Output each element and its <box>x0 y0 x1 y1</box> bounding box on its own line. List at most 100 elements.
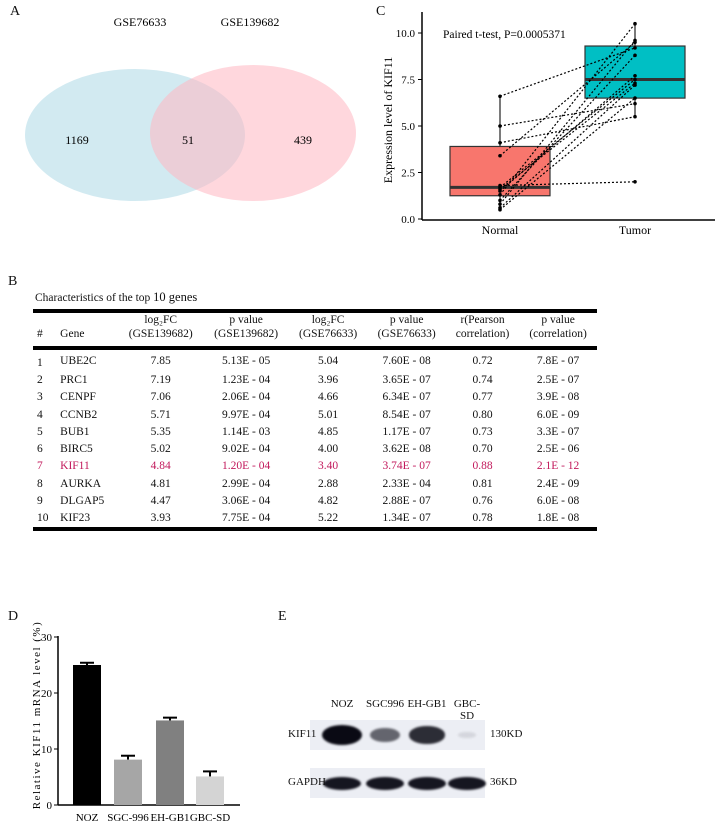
table-cell: 2.4E - 09 <box>536 477 580 490</box>
bar-xtick-label: EH-GB1 <box>150 812 189 824</box>
column-header: p value (GSE76633) <box>367 313 446 348</box>
lane-label: SGC996 <box>366 698 404 710</box>
blot-row-label: GAPDH <box>288 776 326 788</box>
box-annotation: Paired t-test, P=0.0005371 <box>443 29 566 41</box>
blot-band <box>409 726 445 744</box>
paired-point-tumor <box>633 21 637 26</box>
bar-ytick-label: 30 <box>41 632 53 644</box>
table-cell: 2.06E - 04 <box>222 391 271 404</box>
table-cell: 7.75E - 04 <box>222 512 271 525</box>
caption-count: 10 genes <box>153 290 198 304</box>
bar-gbc-sd <box>196 776 224 805</box>
caption-text: Characteristics of the top <box>35 292 151 304</box>
table-cell: 4.66 <box>318 391 339 404</box>
header-line-2: (GSE139682) <box>214 328 279 340</box>
table-cell: 3.06E - 04 <box>222 495 271 508</box>
paired-point-normal <box>498 198 502 203</box>
blot-band <box>448 776 486 790</box>
table-cell: 0.74 <box>472 373 493 386</box>
table-cell: 7.85 <box>150 354 171 367</box>
table-cell: 0.73 <box>472 425 493 438</box>
table-cell: 5.02 <box>150 443 171 456</box>
table-cell: 8.54E - 07 <box>382 408 431 421</box>
paired-point-normal <box>498 207 502 212</box>
venn-set-gse139682 <box>150 65 356 201</box>
header-line-2: (GSE139682) <box>128 328 193 340</box>
table-cell: 1 <box>37 356 43 369</box>
blot-band <box>458 731 476 739</box>
blot-band <box>323 776 361 790</box>
paired-point-normal <box>498 140 502 145</box>
venn-count-only-b: 439 <box>294 133 312 147</box>
table-cell: 9.97E - 04 <box>222 408 271 421</box>
table-cell: 1.8E - 08 <box>536 512 580 525</box>
bar-chart: Relative KIF11 mRNA level (%) 0 10 20 30 NOZ… <box>31 621 240 824</box>
table-cell: 2.99E - 04 <box>222 477 271 490</box>
header-line-1: p value <box>389 314 424 326</box>
table-row: 4 CCNB2 5.71 9.97E - 04 5.01 8.54E - 07 0.80 6.… <box>33 406 597 423</box>
venn-diagram: GSE76633 GSE139682 1169 51 439 <box>25 15 356 201</box>
table-cell: CENPF <box>60 391 96 404</box>
table-cell: 3.62E - 08 <box>382 443 431 456</box>
paired-point-normal <box>498 94 502 99</box>
box-ylabel: Expression level of KIF11 <box>381 57 395 184</box>
blot-band <box>408 776 446 790</box>
table-row: 1 UBE2C 7.85 5.13E - 05 5.04 7.60E - 08 0.72 7.… <box>33 348 597 371</box>
panel-label-d: D <box>8 609 19 624</box>
table-cell: 0.78 <box>472 512 493 525</box>
table-cell: 2.33E - 04 <box>382 477 431 490</box>
blot-membrane-kif11 <box>310 720 485 750</box>
paired-point-tumor <box>633 73 637 78</box>
column-header: log₂FC (GSE76633) <box>289 313 368 348</box>
column-header: log₂FC (GSE139682) <box>118 313 203 348</box>
table-header-row: # Gene log₂FC (GSE139682) p value (GSE139682)… <box>33 313 597 348</box>
blot-membrane-gapdh <box>310 768 486 798</box>
paired-point-tumor <box>633 180 637 184</box>
paired-line <box>499 97 636 211</box>
table-cell: 7.60E - 08 <box>382 354 431 367</box>
bar-ytick-label: 10 <box>41 744 53 756</box>
bar-ytick-label: 0 <box>47 800 53 812</box>
panel-label-e: E <box>278 609 287 624</box>
table-cell: 1.14E - 03 <box>222 425 271 438</box>
paired-line <box>499 41 636 157</box>
header-line-1: Gene <box>60 328 85 340</box>
header-line-2: (correlation) <box>529 328 587 340</box>
table-cell: 5.13E - 05 <box>222 354 271 367</box>
table-cell: 0.76 <box>472 495 493 508</box>
table-cell: 3 <box>37 391 43 404</box>
paired-point-tumor <box>633 38 637 43</box>
header-line-2: (GSE76633) <box>377 328 436 340</box>
bar-xtick-label: GBC-SD <box>190 812 230 824</box>
paired-line <box>499 116 636 144</box>
table-cell: 6.0E - 08 <box>536 495 580 508</box>
column-header: # <box>33 313 56 348</box>
paired-line <box>499 79 636 188</box>
header-line-2: (GSE76633) <box>299 328 358 340</box>
table-cell: 4 <box>37 408 43 421</box>
table-cell: 2.5E - 06 <box>536 443 580 456</box>
bar-xtick-label: SGC-996 <box>107 812 149 824</box>
table-cell: 3.93 <box>150 512 171 525</box>
table-cell: 4.47 <box>150 495 171 508</box>
western-blot: NOZ SGC996 EH-GB1 GBC-SD KIF11 130KD GAPDH 36KD <box>280 690 726 820</box>
column-header: p value (GSE139682) <box>203 313 288 348</box>
table-cell: BIRC5 <box>60 443 93 456</box>
box-ytick-label: 7.5 <box>401 75 415 87</box>
table-cell: 7 <box>37 460 43 473</box>
table-cell: AURKA <box>60 477 102 490</box>
bar-eh-gb1 <box>156 720 184 805</box>
table-cell: 4.84 <box>150 460 171 473</box>
table-cell: 4.81 <box>150 477 171 490</box>
paired-point-normal <box>498 193 502 197</box>
table-cell: 5.04 <box>318 354 339 367</box>
blot-size-label: 130KD <box>490 728 523 740</box>
header-line-1: # <box>37 328 43 340</box>
bar-sgc-996 <box>114 759 142 805</box>
table-cell: 7.06 <box>150 391 171 404</box>
table-cell: 2.1E - 12 <box>536 460 580 473</box>
table-cell: 3.65E - 07 <box>382 373 431 386</box>
box-plot: Expression level of KIF11 Paired t-test,… <box>381 12 715 237</box>
blot-size-label: 36KD <box>490 776 517 788</box>
